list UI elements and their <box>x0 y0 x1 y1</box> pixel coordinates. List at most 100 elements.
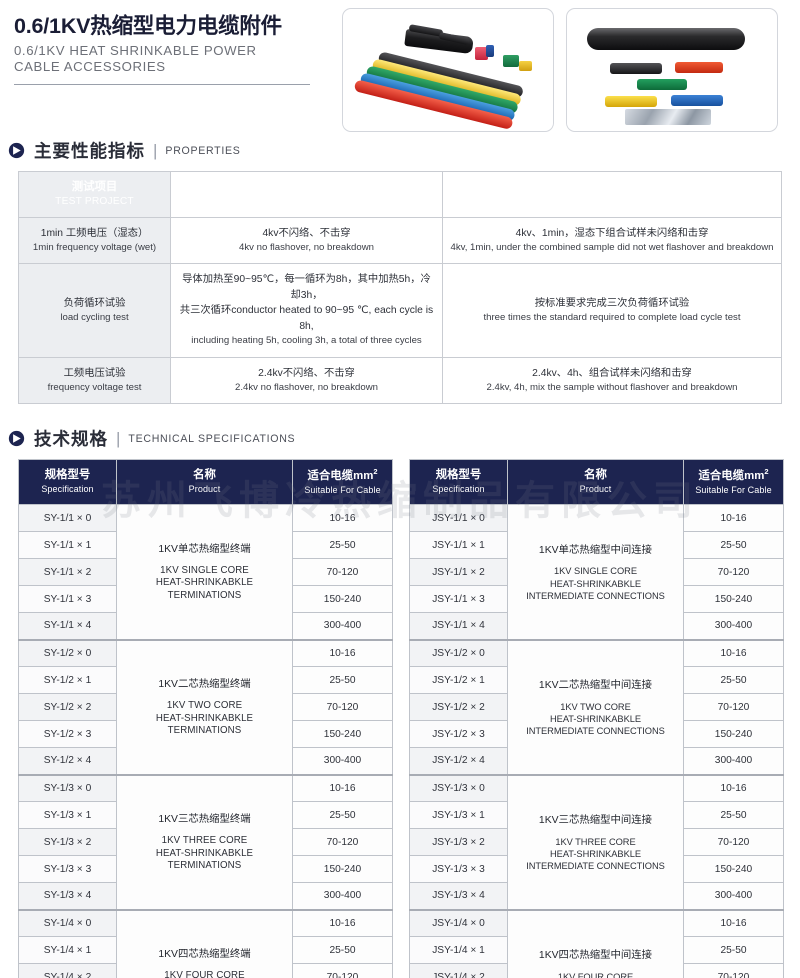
sleeve-red <box>675 62 723 73</box>
table-row: SY-1/2 × 4 300-400 <box>18 747 393 776</box>
cell-suitable-cable: 300-400 <box>292 882 393 911</box>
cell-suitable-cable: 25-50 <box>683 531 784 560</box>
table-row: SY-1/3 × 1 25-50 <box>18 801 393 830</box>
cell-specification: SY-1/2 × 4 <box>18 747 117 776</box>
product-name-en: 1KV SINGLE CORE HEAT-SHRINKABKLE INTERMEDI… <box>526 566 665 601</box>
properties-section-heading: 主要性能指标 | PROPERTIES <box>0 138 800 163</box>
accessory-kit-pack <box>625 109 711 125</box>
cell-suitable-cable: 300-400 <box>683 747 784 776</box>
col-suitable-cable: 适合电缆mm2 Suitable For Cable <box>292 459 393 506</box>
cell-specification: JSY-1/2 × 1 <box>409 666 508 695</box>
product-photo-tubes <box>342 8 554 132</box>
cell-suitable-cable: 70-120 <box>683 558 784 587</box>
table-row: 1min 工频电压（湿态） 1min frequency voltage (we… <box>18 216 782 265</box>
product-name-cn: 1KV三芯热缩型终端 <box>158 814 251 826</box>
col-test-project-en: TEST PROJECT <box>55 195 134 207</box>
properties-table-header: 测试项目 TEST PROJECT 测试方法 TEST METHOD 测试结果 … <box>18 171 782 218</box>
table-row: 工频电压试验 frequency voltage test 2.4kv不闪络、不… <box>18 356 782 405</box>
col-test-results-en: TEST RESULTS <box>573 195 651 207</box>
cell-product: 1KV二芯热缩型中间连接 1KV TWO CORE HEAT-SHRINKABKLE… <box>507 638 684 776</box>
col-test-method: 测试方法 TEST METHOD <box>170 171 443 218</box>
cell-test-project: 1min 工频电压（湿态） 1min frequency voltage (we… <box>18 216 171 265</box>
project-en-0: 1min frequency voltage (wet) <box>32 242 157 254</box>
product-name-cn: 1KV二芯热缩型终端 <box>158 679 251 691</box>
title-block: 0.6/1KV热缩型电力电缆附件 0.6/1KV HEAT SHRINKABLE… <box>14 8 334 138</box>
product-name-en: 1KV FOUR COREHEAT-SHRINKABKLETERMINATION… <box>164 969 245 978</box>
connections-spec-table: 规格型号 Specification 名称 Product 适合电缆mm2 Suitabl… <box>409 459 784 978</box>
product-name-cn: 1KV二芯热缩型中间连接 <box>538 679 653 691</box>
cell-test-result: 2.4kv、4h、组合试样未闪络和击穿 2.4kv, 4h, mix the s… <box>442 356 782 405</box>
project-cn-2: 工频电压试验 <box>63 367 126 379</box>
properties-heading-en: PROPERTIES <box>165 144 241 157</box>
product-name-en: 1KV TWO CORE HEAT-SHRINKABKLE INTERMEDIATE… <box>526 701 665 737</box>
cell-specification: JSY-1/3 × 3 <box>409 855 508 884</box>
cell-specification: JSY-1/4 × 0 <box>409 908 508 938</box>
table-row: SY-1/2 × 2 70-120 <box>18 693 393 722</box>
sleeve-black <box>610 63 662 74</box>
cell-specification: JSY-1/1 × 4 <box>409 612 508 641</box>
col-test-project-cn: 测试项目 <box>71 181 118 193</box>
cell-suitable-cable: 10-16 <box>292 504 393 533</box>
cell-suitable-cable: 300-400 <box>292 747 393 776</box>
sleeve-blue-small <box>486 45 494 57</box>
table-row: JSY-1/2 × 3 150-240 <box>409 720 784 749</box>
cell-test-method: 2.4kv不闪络、不击穿 2.4kv no flashover, no brea… <box>170 356 443 405</box>
project-en-2: frequency voltage test <box>47 382 142 393</box>
cell-suitable-cable: 25-50 <box>292 666 393 695</box>
result-cn-1: 按标准要求完成三次负荷循环试验 <box>534 297 690 309</box>
col-test-results: 测试结果 TEST RESULTS <box>442 171 782 218</box>
bullet-arrow-icon <box>8 431 25 447</box>
cell-specification: SY-1/4 × 2 <box>18 963 117 978</box>
cell-specification: JSY-1/2 × 0 <box>409 638 508 668</box>
sleeve-yellow <box>605 96 657 107</box>
result-en-0: 4kv, 1min, under the combined sample did… <box>450 242 774 254</box>
cell-specification: SY-1/4 × 1 <box>18 936 117 965</box>
cell-suitable-cable: 25-50 <box>292 531 393 560</box>
cell-product: 1KV单芯热缩型终端 1KV SINGLE CORE HEAT-SHRINKABKL… <box>116 504 293 641</box>
col-test-results-cn: 测试结果 <box>589 181 635 193</box>
table-row: JSY-1/4 × 1 25-50 <box>409 936 784 965</box>
cell-specification: JSY-1/2 × 3 <box>409 720 508 749</box>
sleeve-blue <box>671 95 723 106</box>
product-name-en: 1KV TWO CORE HEAT-SHRINKABKLE TERMINATIONS <box>155 699 254 737</box>
product-name-en: 1KV FOUR COREHEAT-SHRINKABKLEINTERMEDIAT… <box>557 971 634 978</box>
cell-suitable-cable: 70-120 <box>292 963 393 978</box>
cell-specification: JSY-1/2 × 4 <box>409 747 508 776</box>
cell-product: 1KV四芯热缩型中间连接 1KV FOUR COREHEAT-SHRINKABKL… <box>507 908 684 978</box>
product-name-cn: 1KV四芯热缩型终端 <box>158 949 251 961</box>
cell-specification: SY-1/3 × 0 <box>18 773 117 803</box>
sleeve-yellow-small <box>519 61 532 71</box>
cell-specification: SY-1/1 × 2 <box>18 558 117 587</box>
bullet-arrow-icon <box>8 142 25 159</box>
cell-suitable-cable: 150-240 <box>292 855 393 884</box>
cell-specification: SY-1/3 × 2 <box>18 828 117 857</box>
result-cn-2: 2.4kv、4h、组合试样未闪络和击穿 <box>532 367 692 379</box>
result-en-1: three times the standard required to com… <box>483 312 741 324</box>
table-row: JSY-1/1 × 4 300-400 <box>409 612 784 641</box>
table-row: SY-1/2 × 0 1KV二芯热缩型终端 1KV TWO CORE HEAT-SHR… <box>18 638 393 776</box>
cell-test-project: 工频电压试验 frequency voltage test <box>18 356 171 405</box>
table-row: JSY-1/1 × 2 70-120 <box>409 558 784 587</box>
product-name-en: 1KV THREE CORE HEAT-SHRINKABKLE INTERMEDIA… <box>526 836 665 872</box>
cell-specification: JSY-1/1 × 1 <box>409 531 508 560</box>
cell-specification: JSY-1/1 × 2 <box>409 558 508 587</box>
cell-suitable-cable: 10-16 <box>683 638 784 668</box>
cell-suitable-cable: 10-16 <box>683 908 784 938</box>
col-suitable-cable: 适合电缆mm2 Suitable For Cable <box>683 459 784 506</box>
cell-suitable-cable: 150-240 <box>683 720 784 749</box>
cell-suitable-cable: 150-240 <box>683 855 784 884</box>
cell-specification: JSY-1/4 × 1 <box>409 936 508 965</box>
cell-suitable-cable: 70-120 <box>683 828 784 857</box>
table-row: SY-1/3 × 3 150-240 <box>18 855 393 884</box>
table-row: SY-1/4 × 1 25-50 <box>18 936 393 965</box>
cell-specification: JSY-1/1 × 0 <box>409 504 508 533</box>
cell-suitable-cable: 300-400 <box>683 612 784 641</box>
specification-tables: 规格型号 Specification 名称 Product 适合电缆mm2 Suitabl… <box>18 459 800 978</box>
product-photos <box>342 8 778 138</box>
table-row: JSY-1/1 × 0 1KV单芯热缩型中间连接 1KV SINGLE CORE HE… <box>409 504 784 641</box>
product-name-cn: 1KV四芯热缩型中间连接 <box>538 949 653 961</box>
cell-suitable-cable: 70-120 <box>292 828 393 857</box>
cell-suitable-cable: 10-16 <box>683 773 784 803</box>
cell-specification: JSY-1/3 × 2 <box>409 828 508 857</box>
cell-specification: JSY-1/3 × 0 <box>409 773 508 803</box>
